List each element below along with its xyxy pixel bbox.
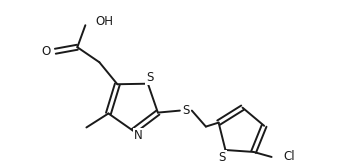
Text: S: S <box>182 104 189 117</box>
Text: Cl: Cl <box>284 150 295 163</box>
Text: O: O <box>41 45 50 58</box>
Text: N: N <box>134 129 143 142</box>
Text: OH: OH <box>95 15 113 28</box>
Text: S: S <box>219 151 226 164</box>
Text: S: S <box>146 71 153 84</box>
